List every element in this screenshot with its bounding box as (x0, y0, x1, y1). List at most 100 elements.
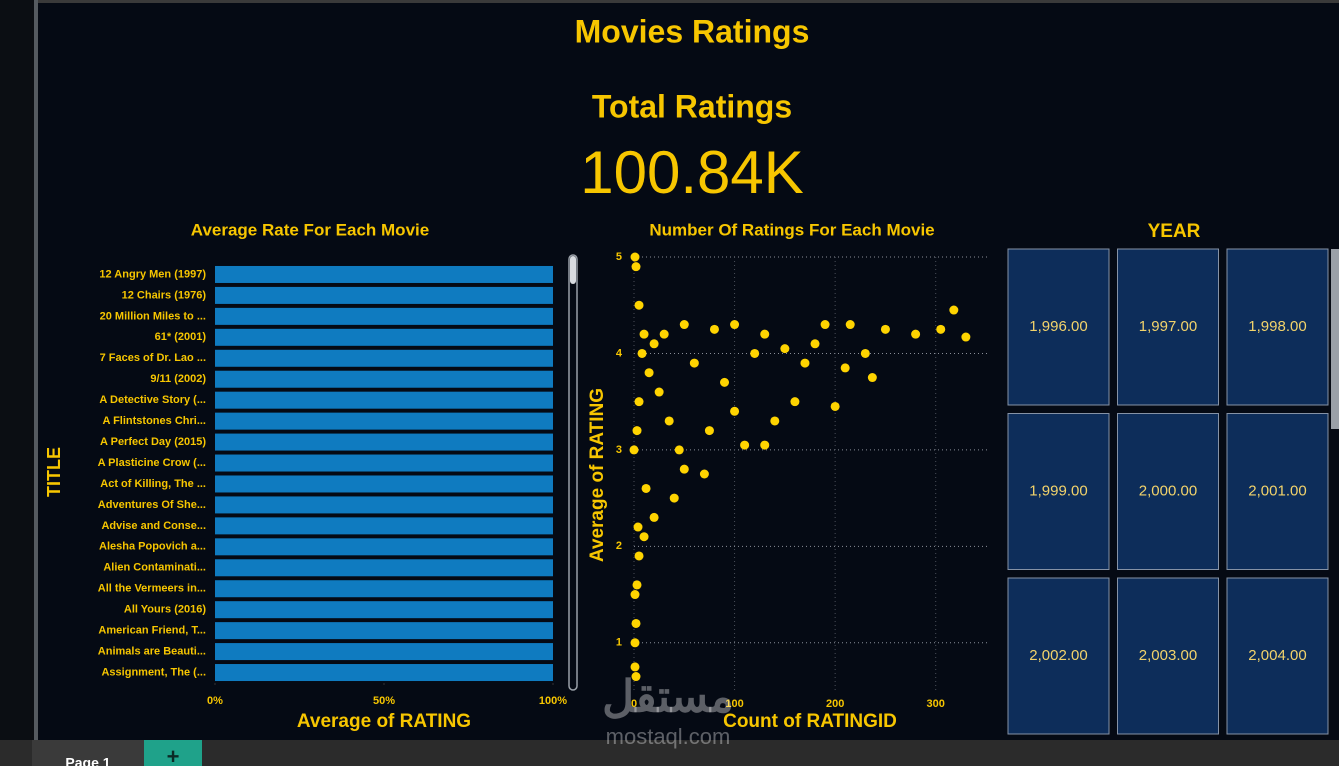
scatter-point (649, 512, 659, 522)
y-tick-label: 5 (616, 251, 622, 263)
year-tile[interactable] (1007, 577, 1110, 735)
x-axis-title: Count of RATINGID (723, 711, 897, 732)
chart-title: Average Rate For Each Movie (191, 220, 429, 239)
y-tick-label: Advise and Conse... (101, 520, 206, 532)
kpi-label: Total Ratings (592, 88, 792, 124)
y-tick-label: Alien Contaminati... (103, 562, 206, 574)
year-tile[interactable] (1117, 413, 1219, 570)
scatter-point (704, 426, 714, 436)
scatter-point (634, 300, 644, 310)
bar (215, 475, 553, 493)
scatter-point (679, 320, 689, 330)
scatter-point (740, 440, 750, 450)
scatter-point (633, 522, 643, 532)
bar (215, 580, 553, 598)
year-tile-label[interactable]: 2,001.00 (1248, 482, 1306, 499)
scatter-point (961, 332, 971, 342)
bar (215, 412, 553, 430)
scatter-point (641, 483, 651, 493)
scatter-point (750, 348, 760, 358)
scatter-point (632, 426, 642, 436)
y-tick-label: 2 (616, 540, 622, 552)
x-tick-label: 0% (207, 695, 223, 707)
scatter-point (790, 397, 800, 407)
slicer-scrollbar[interactable] (1331, 249, 1339, 429)
bar (215, 559, 553, 577)
bar (215, 454, 553, 472)
scatter-point (631, 672, 641, 682)
scatter-point (631, 262, 641, 272)
bar (215, 286, 553, 304)
scroll-thumb[interactable] (570, 256, 576, 284)
bar (215, 496, 553, 514)
year-tile[interactable] (1226, 413, 1329, 570)
year-tile-label[interactable]: 2,003.00 (1139, 647, 1197, 664)
y-tick-label: American Friend, T... (98, 625, 206, 637)
scatter-point (936, 324, 946, 334)
scatter-point (840, 363, 850, 373)
scatter-point (630, 662, 640, 672)
scatter-point (631, 618, 641, 628)
y-tick-label: 12 Angry Men (1997) (99, 268, 206, 280)
scatter-point (639, 329, 649, 339)
watermark-site: mostaql.com (606, 724, 731, 749)
watermark-arabic: مستقل (602, 673, 734, 722)
scatter-point (634, 551, 644, 561)
x-tick-label: 100% (539, 695, 567, 707)
scatter-point (637, 348, 647, 358)
x-tick-label: 0 (631, 698, 637, 710)
scatter-point (674, 445, 684, 455)
scatter-point (630, 590, 640, 600)
year-tile[interactable] (1226, 577, 1329, 735)
bar (215, 307, 553, 325)
scatter-point (911, 329, 921, 339)
scatter-point (644, 368, 654, 378)
bar (215, 517, 553, 535)
scatter-point (634, 397, 644, 407)
year-tile[interactable] (1117, 248, 1219, 406)
x-tick-label: 200 (826, 698, 844, 710)
scatter-point (867, 373, 877, 383)
year-tile-label[interactable]: 1,997.00 (1139, 318, 1197, 335)
year-tile-label[interactable]: 1,996.00 (1029, 318, 1087, 335)
scatter-point (730, 320, 740, 330)
year-tile-label[interactable]: 1,999.00 (1029, 482, 1087, 499)
bar (215, 370, 553, 388)
top-border (0, 0, 1339, 3)
dashboard-title: Movies Ratings (575, 13, 810, 49)
year-tile[interactable] (1226, 248, 1329, 406)
y-tick-label: 4 (616, 347, 623, 359)
bar (215, 391, 553, 409)
year-tile-label[interactable]: 2,002.00 (1029, 647, 1087, 664)
y-tick-label: A Perfect Day (2015) (100, 436, 206, 448)
scatter-point (760, 440, 770, 450)
bar (215, 433, 553, 451)
year-tile[interactable] (1007, 248, 1110, 406)
page-tab-label[interactable]: Page 1 (65, 755, 110, 766)
year-tile[interactable] (1117, 577, 1219, 735)
page-tab[interactable] (32, 740, 144, 766)
y-tick-label: Alesha Popovich a... (99, 541, 206, 553)
year-tile[interactable] (1007, 413, 1110, 570)
scatter-point (630, 252, 640, 262)
y-tick-label: 9/11 (2002) (150, 373, 206, 385)
bar (215, 265, 553, 283)
year-tile-label[interactable]: 2,000.00 (1139, 482, 1197, 499)
scatter-point (760, 329, 770, 339)
year-tile-label[interactable]: 2,004.00 (1248, 647, 1306, 664)
add-page-label[interactable]: + (167, 744, 180, 766)
scatter-point (699, 469, 709, 479)
bar (215, 538, 553, 556)
y-tick-label: 7 Faces of Dr. Lao ... (100, 352, 206, 364)
scatter-point (664, 416, 674, 426)
scatter-point (689, 358, 699, 368)
scatter-point (880, 324, 890, 334)
footer-bar (0, 740, 1339, 766)
y-tick-label: 3 (616, 444, 622, 456)
add-page-tab[interactable] (144, 740, 202, 766)
scatter-point (659, 329, 669, 339)
year-tile-label[interactable]: 1,998.00 (1248, 318, 1306, 335)
kpi-value: 100.84K (580, 139, 804, 206)
